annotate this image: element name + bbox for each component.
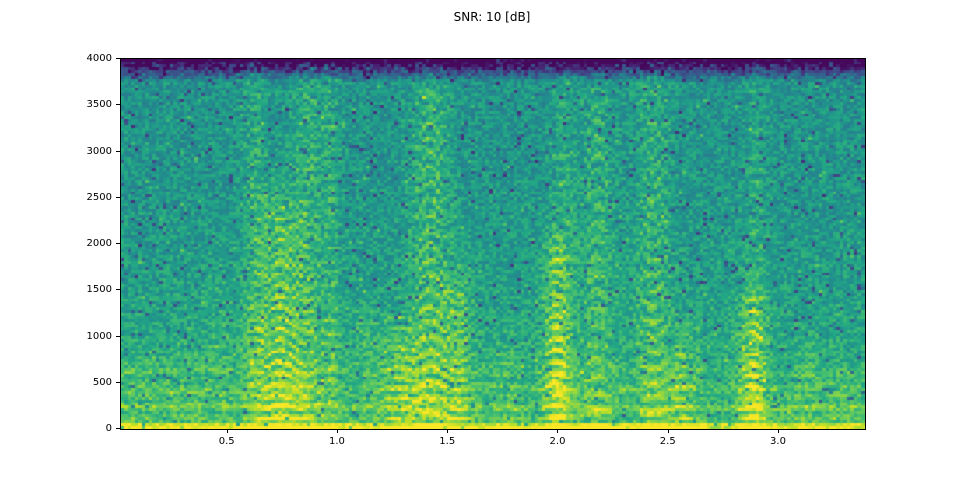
spectrogram-canvas — [121, 59, 865, 429]
x-tick-label: 1.5 — [439, 436, 456, 447]
x-tick-mark — [778, 429, 779, 433]
y-tick-mark — [116, 104, 120, 106]
y-tick-label: 1500 — [86, 284, 112, 296]
y-tick-mark — [116, 243, 120, 244]
x-tick-mark — [226, 429, 228, 433]
y-tick-label: 1000 — [86, 330, 112, 342]
y-tick-mark — [116, 289, 120, 291]
y-tick-label: 2000 — [86, 238, 112, 249]
plot-area — [120, 58, 866, 430]
y-tick-mark — [116, 58, 120, 59]
x-tick-label: 1.0 — [329, 436, 345, 447]
y-tick-mark — [116, 335, 120, 337]
chart-title: SNR: 10 [dB] — [453, 10, 531, 24]
y-tick-label: 3000 — [86, 145, 112, 157]
y-tick-label: 0 — [105, 423, 112, 434]
y-tick-label: 500 — [92, 376, 112, 388]
x-tick-mark — [667, 429, 669, 433]
x-tick-mark — [336, 429, 338, 433]
y-tick-mark — [116, 428, 120, 429]
x-tick-label: 3.0 — [770, 436, 786, 447]
x-tick-label: 2.5 — [659, 436, 676, 447]
y-tick-mark — [116, 381, 120, 383]
y-tick-label: 4000 — [86, 53, 112, 64]
x-tick-label: 0.5 — [218, 436, 235, 447]
x-tick-mark — [447, 429, 449, 433]
y-tick-mark — [116, 196, 120, 198]
x-tick-label: 2.0 — [549, 436, 566, 447]
y-tick-mark — [116, 150, 120, 152]
y-tick-label: 3500 — [86, 99, 112, 111]
y-tick-label: 2500 — [86, 191, 112, 203]
x-tick-mark — [557, 429, 559, 433]
